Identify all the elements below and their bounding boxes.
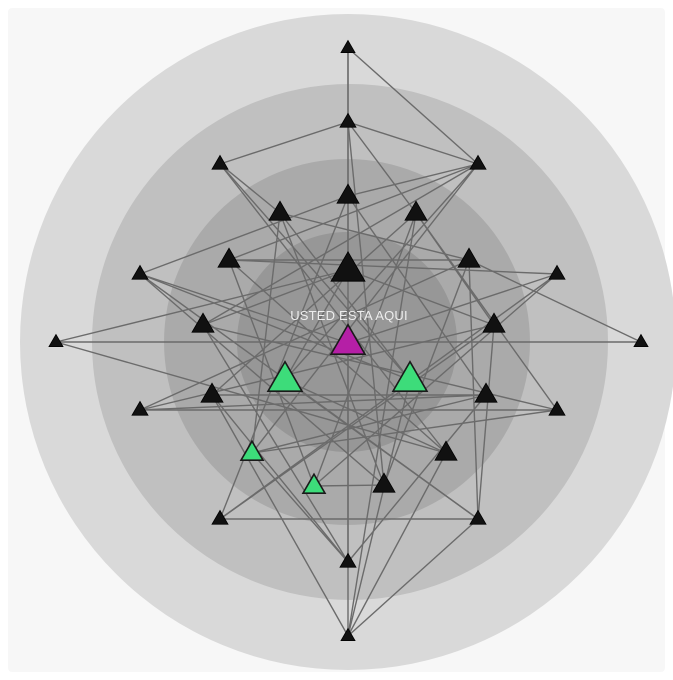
highlighted-node-triangle bbox=[239, 439, 265, 462]
contact-node-triangle bbox=[340, 39, 356, 54]
contact-node-triangle bbox=[191, 312, 215, 333]
network-edge bbox=[347, 47, 479, 165]
network-edge bbox=[383, 259, 470, 486]
contact-node-triangle bbox=[340, 627, 356, 642]
contact-node-triangle bbox=[457, 247, 481, 268]
network-edge bbox=[284, 379, 447, 454]
edges-layer bbox=[55, 47, 642, 637]
network-edge bbox=[211, 212, 417, 396]
contact-node-triangle bbox=[131, 400, 149, 416]
highlighted-node-triangle bbox=[301, 472, 327, 495]
contact-node-triangle bbox=[372, 472, 396, 493]
network-edge bbox=[139, 273, 411, 381]
network-edge bbox=[139, 394, 487, 411]
network-edge bbox=[347, 269, 495, 326]
network-edge bbox=[251, 394, 487, 454]
network-edge bbox=[219, 324, 495, 520]
network-edge bbox=[477, 324, 495, 520]
network-edge bbox=[228, 163, 479, 261]
contact-node-triangle bbox=[469, 154, 487, 170]
network-edge bbox=[347, 394, 487, 563]
network-edge bbox=[219, 121, 349, 165]
network-edge bbox=[347, 121, 479, 165]
network-edge bbox=[219, 163, 447, 454]
network-edge bbox=[313, 273, 558, 487]
contact-node-triangle bbox=[469, 509, 487, 525]
network-edge bbox=[55, 269, 349, 343]
network-edge bbox=[251, 163, 479, 454]
network-edge bbox=[347, 163, 479, 197]
network-edge bbox=[415, 212, 558, 411]
network-edge bbox=[347, 273, 558, 344]
network-edge bbox=[284, 163, 479, 381]
contact-node-triangle bbox=[336, 183, 360, 204]
network-edge bbox=[228, 259, 558, 275]
network-edge bbox=[279, 212, 411, 381]
contact-node-triangle bbox=[339, 552, 357, 568]
network-edge bbox=[139, 324, 495, 411]
network-edge bbox=[202, 324, 558, 411]
network-edge bbox=[468, 259, 642, 343]
contact-node-triangle bbox=[200, 382, 224, 403]
network-edge bbox=[228, 259, 447, 454]
network-edge bbox=[211, 394, 349, 637]
you-are-here-label: USTED ESTA AQUI bbox=[290, 308, 408, 323]
network-edge bbox=[284, 269, 349, 381]
contact-node-triangle bbox=[217, 247, 241, 268]
network-edge bbox=[219, 163, 281, 214]
nodes-layer bbox=[48, 39, 649, 642]
network-edge bbox=[313, 212, 417, 487]
contact-node-triangle bbox=[548, 400, 566, 416]
contact-node-triangle bbox=[211, 154, 229, 170]
contact-node-triangle bbox=[48, 333, 64, 348]
network-edge bbox=[202, 163, 479, 326]
network-edge bbox=[139, 195, 349, 275]
network-edge bbox=[251, 452, 349, 563]
contact-node-triangle bbox=[339, 112, 357, 128]
network-edge bbox=[219, 163, 411, 381]
network-edge bbox=[139, 273, 479, 520]
network-edge bbox=[279, 212, 470, 261]
highlighted-node-triangle bbox=[266, 360, 304, 392]
you-are-here-node-triangle bbox=[329, 323, 367, 355]
network-edge bbox=[202, 269, 349, 326]
network-edge bbox=[347, 121, 385, 486]
network-edge bbox=[219, 273, 558, 520]
highlighted-node-triangle bbox=[391, 360, 429, 392]
contact-node-triangle bbox=[633, 333, 649, 348]
network-edge bbox=[139, 273, 385, 486]
contact-node-triangle bbox=[211, 509, 229, 525]
network-edge bbox=[313, 484, 385, 487]
contact-node-triangle bbox=[434, 440, 458, 461]
network-edge bbox=[347, 379, 411, 637]
network-edge bbox=[347, 121, 417, 214]
contact-node-triangle bbox=[404, 200, 428, 221]
network-edge bbox=[139, 259, 470, 411]
contact-node-triangle bbox=[474, 382, 498, 403]
network-edge bbox=[211, 394, 349, 563]
contact-node-triangle bbox=[330, 250, 366, 282]
contact-node-triangle bbox=[131, 264, 149, 280]
contact-node-triangle bbox=[482, 312, 506, 333]
network-edge bbox=[228, 259, 315, 487]
contact-node-triangle bbox=[268, 200, 292, 221]
network-edge bbox=[279, 212, 385, 486]
contact-node-triangle bbox=[548, 264, 566, 280]
network-edge bbox=[219, 195, 349, 520]
network-edge bbox=[347, 518, 479, 637]
network-edge bbox=[202, 324, 349, 563]
